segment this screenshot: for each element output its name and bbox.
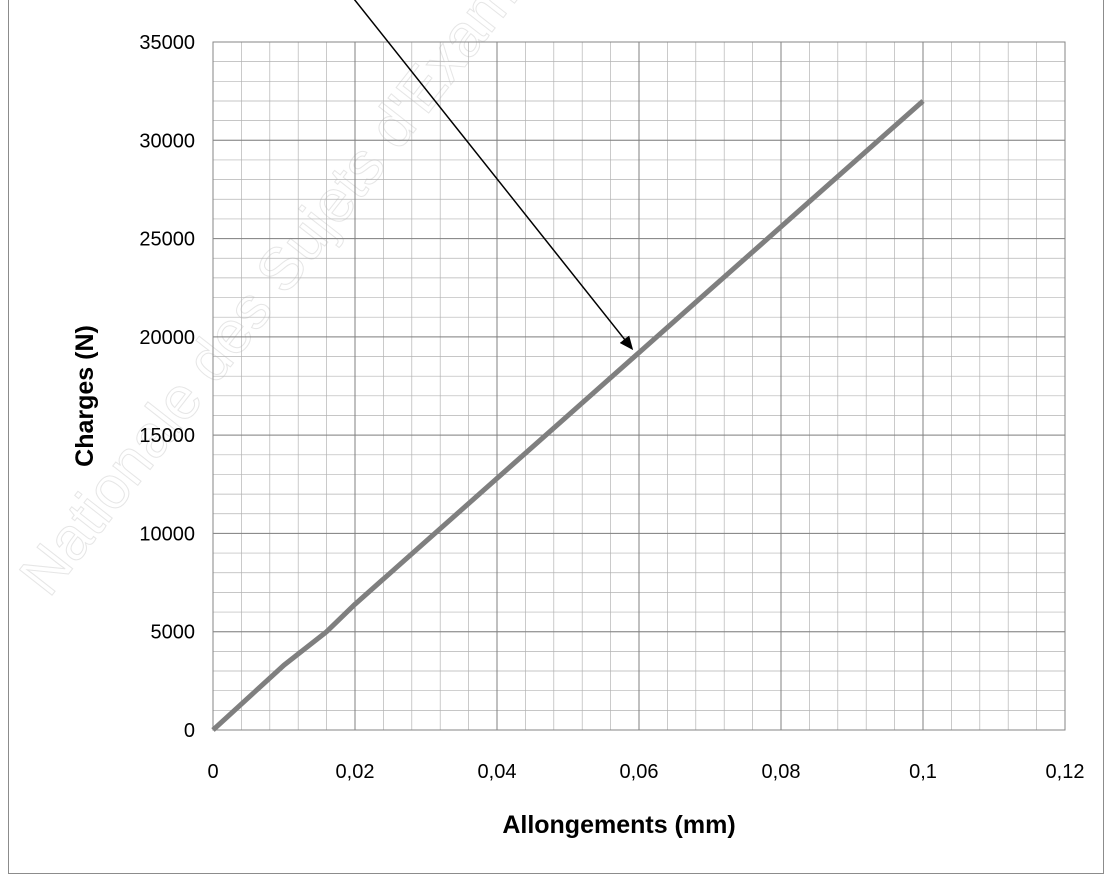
x-tick-label: 0,08 — [762, 761, 801, 783]
y-tick-label: 35000 — [139, 32, 195, 54]
plot-border — [212, 41, 1066, 731]
y-tick-label: 25000 — [139, 229, 195, 251]
x-tick-label: 0,06 — [620, 761, 659, 783]
x-tick-label: 0,1 — [909, 761, 937, 783]
y-tick-label: 10000 — [139, 523, 195, 545]
x-tick-label: 0,12 — [1046, 761, 1085, 783]
annotation-arrow — [353, 0, 634, 351]
y-axis-title: Charges (N) — [71, 325, 99, 467]
series-line — [211, 99, 925, 732]
chart-frame: Nationale des Sujets d'Examens 0 0,02 0,04… — [8, 0, 1104, 874]
x-axis-title: Allongements (mm) — [502, 811, 735, 839]
x-tick-label: 0,02 — [336, 761, 375, 783]
y-tick-label: 0 — [184, 720, 195, 742]
y-tick-label: 5000 — [151, 622, 196, 644]
x-tick-label: 0,04 — [478, 761, 517, 783]
y-tick-label: 15000 — [139, 425, 195, 447]
watermark-text: Nationale des Sujets d'Examens — [9, 0, 590, 607]
chart-svg: Nationale des Sujets d'Examens 0 0,02 0,04… — [9, 0, 1084, 839]
x-tick-label: 0 — [207, 761, 218, 783]
y-tick-label: 30000 — [139, 130, 195, 152]
x-axis-ticks: 0 0,02 0,04 0,06 0,08 0,1 0,12 — [207, 761, 1084, 783]
y-axis-ticks: 0 5000 10000 15000 20000 25000 30000 35000 — [139, 32, 195, 742]
series-layer — [211, 99, 925, 732]
y-tick-label: 20000 — [139, 327, 195, 349]
